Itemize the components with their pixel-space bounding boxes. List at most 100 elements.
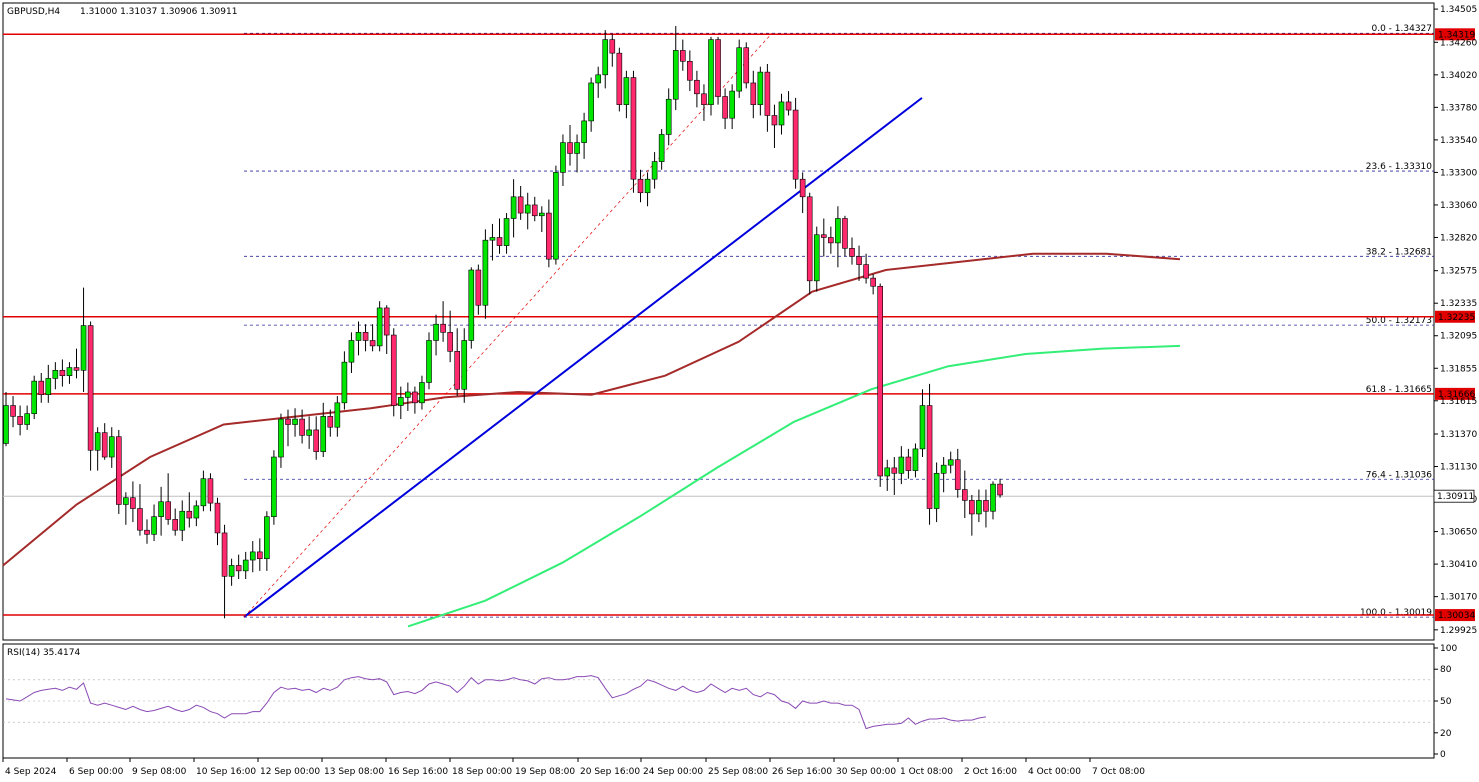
- candle: [546, 199, 552, 268]
- candle-body: [849, 248, 855, 257]
- candle-body: [214, 502, 221, 534]
- candle-body: [137, 508, 143, 531]
- candles: [3, 26, 1003, 619]
- candle-body: [186, 510, 193, 519]
- candle: [306, 416, 312, 449]
- candle: [376, 301, 383, 352]
- price-axis[interactable]: 1.34505 1.34260 1.34020 1.33780 1.33540 1.333…: [1433, 5, 1477, 636]
- candle-body: [524, 204, 531, 214]
- candle-body: [256, 551, 263, 559]
- candle-body: [828, 237, 834, 244]
- level-tag-value: 1.34319: [1438, 30, 1475, 40]
- candle-body: [990, 483, 996, 512]
- candle-body: [45, 378, 52, 395]
- candle-body: [306, 429, 312, 436]
- candle-body: [546, 212, 552, 260]
- time-tick-label: 9 Sep 08:00: [132, 767, 187, 777]
- time-tick-label: 6 Sep 00:00: [69, 767, 124, 777]
- fib-level-label: 0.0 - 1.34327: [1372, 24, 1433, 34]
- candle: [151, 504, 157, 542]
- candle: [123, 492, 129, 525]
- time-axis[interactable]: 4 Sep 2024 6 Sep 00:00 9 Sep 08:00 10 Sep 1…: [2, 758, 1145, 777]
- candle: [397, 386, 404, 420]
- candle: [616, 47, 623, 112]
- candle-body: [863, 264, 869, 279]
- level-tag-value: 1.30034: [1438, 611, 1475, 621]
- candle-body: [405, 391, 411, 398]
- candle: [637, 169, 644, 203]
- candle-body: [73, 367, 80, 371]
- time-tick-label: 10 Sep 16:00: [196, 767, 256, 777]
- candle: [870, 274, 876, 295]
- candle: [687, 50, 693, 92]
- candle: [792, 97, 799, 189]
- candle-body: [397, 397, 404, 406]
- candle: [553, 165, 559, 265]
- candle: [835, 206, 841, 268]
- candle: [799, 172, 806, 214]
- rsi-label: RSI(14) 35.4174: [7, 648, 80, 658]
- trendlines[interactable]: [243, 32, 923, 618]
- candle-body: [630, 77, 637, 180]
- candle-body: [320, 416, 327, 452]
- candle-body: [510, 196, 517, 219]
- rsi-panel[interactable]: 100 80 50 20 0: [2, 643, 1457, 760]
- time-tick-label: 30 Sep 00:00: [836, 767, 896, 777]
- candle: [186, 492, 193, 528]
- candle: [750, 70, 757, 119]
- horizontal-levels[interactable]: 1.34319 1.32235 1.31666 1.30034: [3, 28, 1475, 622]
- candle-body: [496, 237, 503, 246]
- candle-body: [743, 47, 750, 84]
- candle: [475, 264, 482, 315]
- candle: [207, 473, 214, 512]
- candle: [708, 36, 714, 116]
- candle: [383, 305, 390, 355]
- candle-body: [870, 277, 876, 287]
- level-tag-bg: [1435, 310, 1475, 323]
- rising-trendline[interactable]: [243, 97, 923, 618]
- price-tick-label: 1.33060: [1440, 201, 1477, 211]
- level-tag-bg: [1435, 28, 1475, 41]
- candle-body: [701, 93, 707, 105]
- candle-body: [623, 77, 630, 105]
- price-tick-label: 1.33300: [1440, 168, 1477, 178]
- candle: [567, 124, 573, 166]
- candle-body: [665, 98, 672, 135]
- candle: [926, 383, 933, 525]
- candle: [898, 446, 905, 485]
- candle: [877, 283, 884, 487]
- candle-body: [961, 489, 968, 501]
- price-tick-label: 1.30410: [1440, 560, 1477, 570]
- candle: [278, 413, 284, 468]
- candle: [743, 42, 750, 89]
- candle: [538, 206, 545, 233]
- candle: [242, 551, 249, 580]
- price-panel[interactable]: [2, 2, 1435, 641]
- candle-body: [609, 39, 616, 54]
- candle-body: [334, 402, 341, 428]
- candle: [66, 362, 73, 384]
- fib-level-label: 23.6 - 1.33310: [1366, 162, 1432, 172]
- candle: [24, 405, 30, 430]
- candle: [849, 237, 855, 265]
- level-tag-value: 1.32235: [1438, 313, 1475, 323]
- candle: [419, 375, 425, 410]
- candle: [158, 486, 164, 536]
- candle-body: [242, 559, 249, 572]
- fibonacci-anchor-line[interactable]: [243, 32, 773, 618]
- candle-body: [24, 413, 30, 425]
- candle-body: [806, 196, 813, 282]
- candle-body: [426, 340, 432, 383]
- candle-body: [898, 456, 905, 474]
- time-tick-label: 26 Sep 16:00: [772, 767, 832, 777]
- candle: [362, 324, 369, 352]
- candle-body: [17, 416, 23, 425]
- candle-body: [31, 380, 38, 414]
- candle: [623, 70, 630, 119]
- candle: [919, 389, 926, 458]
- price-tick-label: 1.34505: [1440, 5, 1477, 15]
- candle-body: [454, 351, 461, 390]
- current-price-value: 1.30911: [1437, 492, 1474, 502]
- candle-body: [249, 551, 256, 561]
